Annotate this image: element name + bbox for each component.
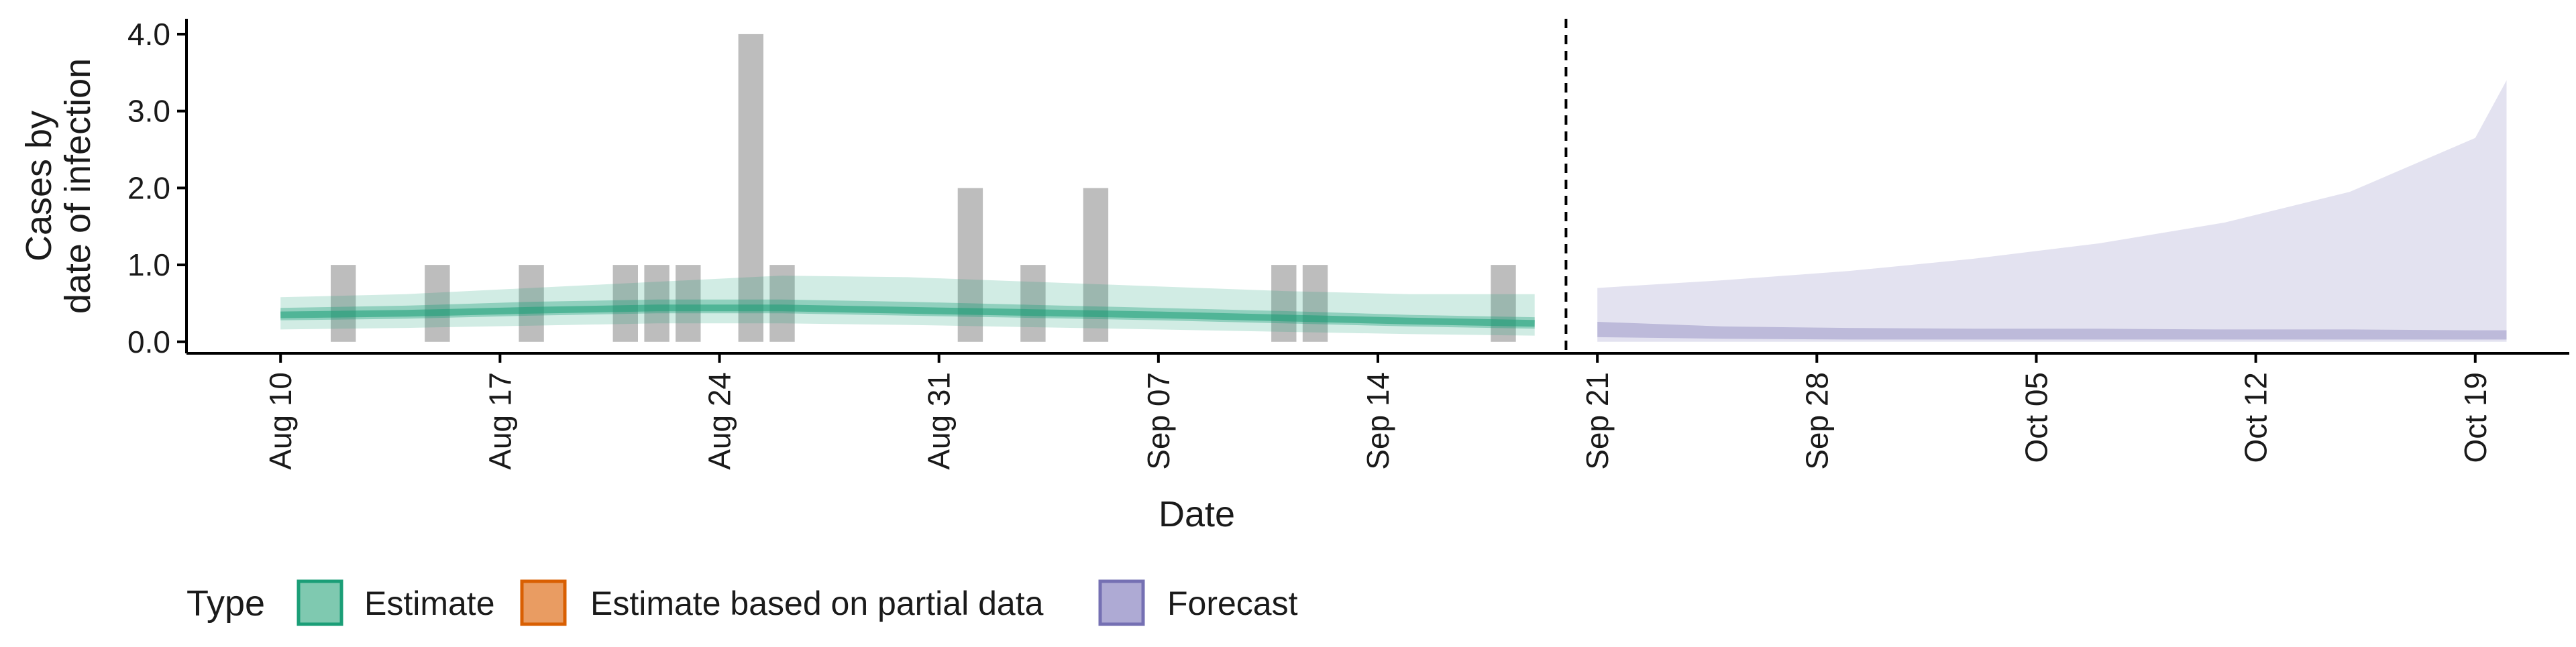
case-bar-5 xyxy=(644,265,669,342)
case-bar-3 xyxy=(519,265,544,342)
y-tick-label-3: 3.0 xyxy=(127,94,170,129)
case-bar-4 xyxy=(612,265,638,342)
x-tick-label-3: Aug 31 xyxy=(922,372,957,470)
estimate-median-line xyxy=(280,304,1535,327)
case-bar-1 xyxy=(331,265,356,342)
case-bar-9 xyxy=(957,188,983,342)
forecast-inner-band xyxy=(1597,322,2507,340)
y-axis-title-line-2: date of infection xyxy=(58,58,98,314)
legend-label-3: Forecast xyxy=(1167,585,1298,622)
case-bar-8 xyxy=(769,265,795,342)
legend-label-1: Estimate xyxy=(364,585,495,622)
x-axis-title: Date xyxy=(1159,494,1235,534)
axes: 0.0 1.0 2.0 3.0 4.0 Aug 10 Aug 17 Aug 24 Aug 31 S… xyxy=(19,17,2569,534)
legend-swatch-estimate-based-on-partial-data xyxy=(520,579,567,626)
y-tick-label-4: 4.0 xyxy=(127,17,170,52)
case-bar-14 xyxy=(1491,265,1516,342)
y-axis-title-line-1: Cases by xyxy=(19,111,59,261)
x-tick-label-9: Oct 12 xyxy=(2239,372,2273,463)
legend-swatch-estimate xyxy=(297,579,343,626)
x-tick-label-2: Aug 24 xyxy=(702,372,737,470)
legend: Type Estimate Estimate based on partial da… xyxy=(186,579,1298,626)
plot-area xyxy=(280,34,2507,342)
y-tick-label-2: 2.0 xyxy=(127,170,170,205)
case-bar-10 xyxy=(1020,265,1046,342)
x-tick-label-7: Sep 28 xyxy=(1799,372,1834,470)
x-tick-label-8: Oct 05 xyxy=(2019,372,2053,463)
case-bar-12 xyxy=(1271,265,1297,342)
case-bar-13 xyxy=(1302,265,1328,342)
y-tick-label-1: 1.0 xyxy=(127,247,170,282)
x-tick-label-0: Aug 10 xyxy=(263,372,298,470)
case-bar-6 xyxy=(676,265,701,342)
legend-title: Type xyxy=(186,583,265,624)
x-tick-label-1: Aug 17 xyxy=(482,372,517,470)
y-tick-label-0: 0.0 xyxy=(127,325,170,359)
legend-swatch-forecast xyxy=(1098,579,1145,626)
x-tick-label-10: Oct 19 xyxy=(2458,372,2493,463)
x-tick-label-5: Sep 14 xyxy=(1360,372,1395,470)
x-tick-label-4: Sep 07 xyxy=(1141,372,1176,470)
legend-label-2: Estimate based on partial data xyxy=(590,585,1044,622)
forecast-outer-band xyxy=(1597,80,2507,342)
case-bar-2 xyxy=(425,265,450,342)
x-tick-label-6: Sep 21 xyxy=(1580,372,1615,470)
estimate-outer-band xyxy=(280,276,1535,336)
case-bar-7 xyxy=(738,34,763,342)
